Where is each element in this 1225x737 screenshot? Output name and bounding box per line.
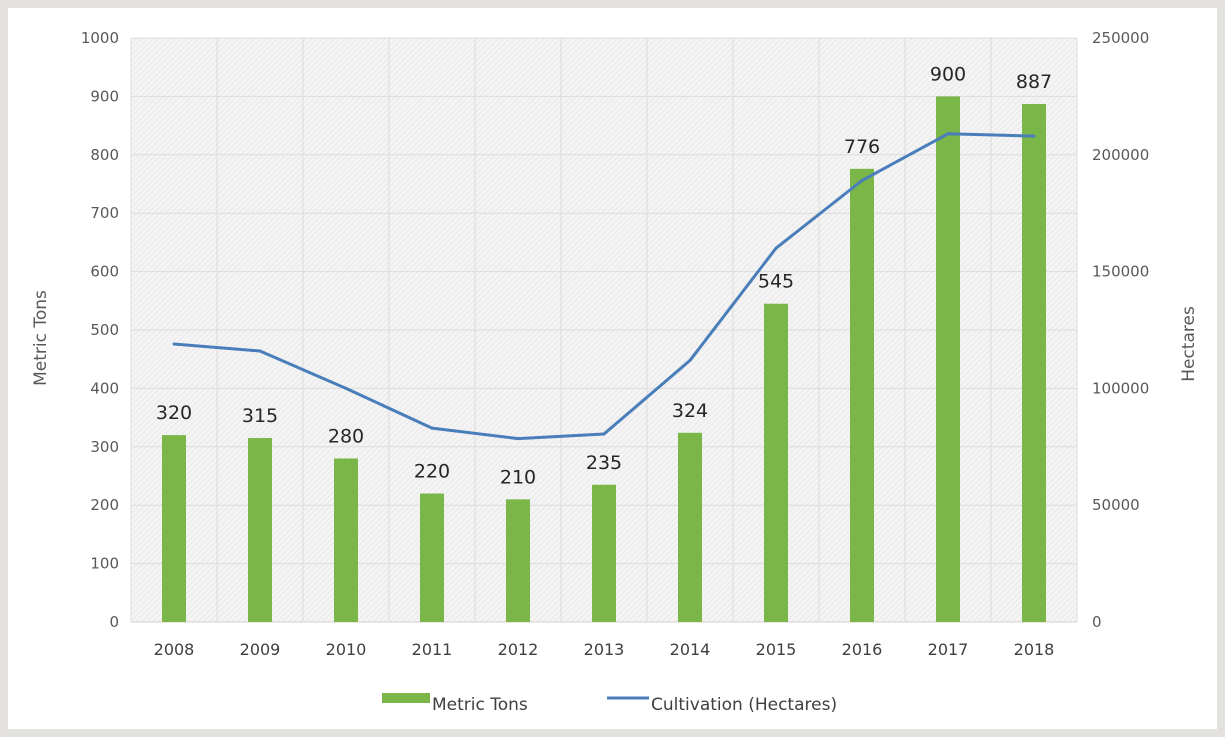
- line-point: [258, 349, 262, 353]
- legend: Metric Tons Cultivation (Hectares): [382, 693, 837, 715]
- right-axis-title: Hectares: [1179, 306, 1199, 382]
- chart-frame: 0 100 200 300 400 500 600 700 800 900 1000 0 50000 1…: [8, 8, 1217, 729]
- left-tick-label: 700: [90, 204, 119, 222]
- bar: [506, 499, 530, 622]
- bar-data-label: 320: [156, 402, 192, 424]
- left-tick-label: 200: [90, 496, 119, 514]
- bar: [334, 458, 358, 622]
- category-label: 2014: [670, 640, 711, 659]
- right-tick-label: 50000: [1092, 496, 1140, 514]
- bar: [850, 168, 874, 623]
- left-tick-label: 800: [90, 146, 119, 164]
- line-point: [774, 246, 778, 250]
- legend-label-bar: Metric Tons: [432, 695, 528, 715]
- gridlines: [130, 37, 1078, 623]
- right-axis-ticks: 0 50000 100000 150000 200000 250000: [1092, 29, 1149, 631]
- left-tick-label: 100: [90, 555, 119, 573]
- bar-series: [162, 96, 1046, 623]
- left-tick-label: 900: [90, 87, 119, 105]
- data-labels: 320 315 280 220 210 235 324 545 776 900 887: [156, 63, 1052, 488]
- category-label: 2012: [498, 640, 539, 659]
- bar: [248, 438, 272, 622]
- category-label: 2011: [412, 640, 453, 659]
- bar-data-label: 545: [758, 271, 794, 293]
- category-label: 2009: [240, 640, 281, 659]
- bar-data-label: 235: [586, 452, 622, 474]
- category-label: 2015: [756, 640, 797, 659]
- legend-swatch-bar: [382, 693, 430, 703]
- line-series: [172, 132, 1036, 441]
- line-point: [688, 358, 692, 362]
- left-tick-label: 600: [90, 263, 119, 281]
- bar: [162, 435, 186, 622]
- combo-chart: 0 100 200 300 400 500 600 700 800 900 1000 0 50000 1…: [31, 29, 1199, 715]
- right-tick-label: 100000: [1092, 379, 1149, 397]
- left-tick-label: 400: [90, 379, 119, 397]
- legend-label-line: Cultivation (Hectares): [651, 695, 837, 715]
- left-axis-title: Metric Tons: [31, 290, 51, 386]
- line-point: [946, 132, 950, 136]
- bar-data-label: 315: [242, 405, 278, 427]
- line-point: [602, 432, 606, 436]
- right-tick-label: 150000: [1092, 263, 1149, 281]
- left-tick-label: 0: [109, 613, 119, 631]
- line-point: [860, 178, 864, 182]
- category-axis-ticks: 2008 2009 2010 2011 2012 2013 2014 2015 2016 2017…: [154, 640, 1055, 659]
- bar: [592, 484, 616, 622]
- category-label: 2018: [1014, 640, 1055, 659]
- line-point: [344, 386, 348, 390]
- bar: [1022, 103, 1046, 622]
- left-tick-label: 1000: [81, 29, 119, 47]
- bar-data-label: 900: [930, 63, 966, 85]
- left-tick-label: 500: [90, 321, 119, 339]
- bar-data-label: 280: [328, 425, 364, 447]
- left-axis-ticks: 0 100 200 300 400 500 600 700 800 900 1000: [81, 29, 119, 631]
- category-label: 2016: [842, 640, 883, 659]
- bar-data-label: 210: [500, 466, 536, 488]
- bar: [678, 432, 702, 622]
- right-tick-label: 250000: [1092, 29, 1149, 47]
- left-tick-label: 300: [90, 438, 119, 456]
- bar-data-label: 220: [414, 461, 450, 483]
- right-tick-label: 200000: [1092, 146, 1149, 164]
- bar-data-label: 324: [672, 400, 708, 422]
- line-point: [430, 426, 434, 430]
- bar-data-label: 776: [844, 136, 880, 158]
- category-label: 2013: [584, 640, 625, 659]
- bar: [764, 303, 788, 622]
- category-label: 2010: [326, 640, 367, 659]
- line-point: [516, 437, 520, 441]
- bar: [420, 493, 444, 622]
- bar: [936, 96, 960, 622]
- category-label: 2017: [928, 640, 969, 659]
- bar-data-label: 887: [1016, 71, 1052, 93]
- right-tick-label: 0: [1092, 613, 1102, 631]
- line-point: [1032, 134, 1036, 138]
- category-label: 2008: [154, 640, 195, 659]
- line-point: [172, 342, 176, 346]
